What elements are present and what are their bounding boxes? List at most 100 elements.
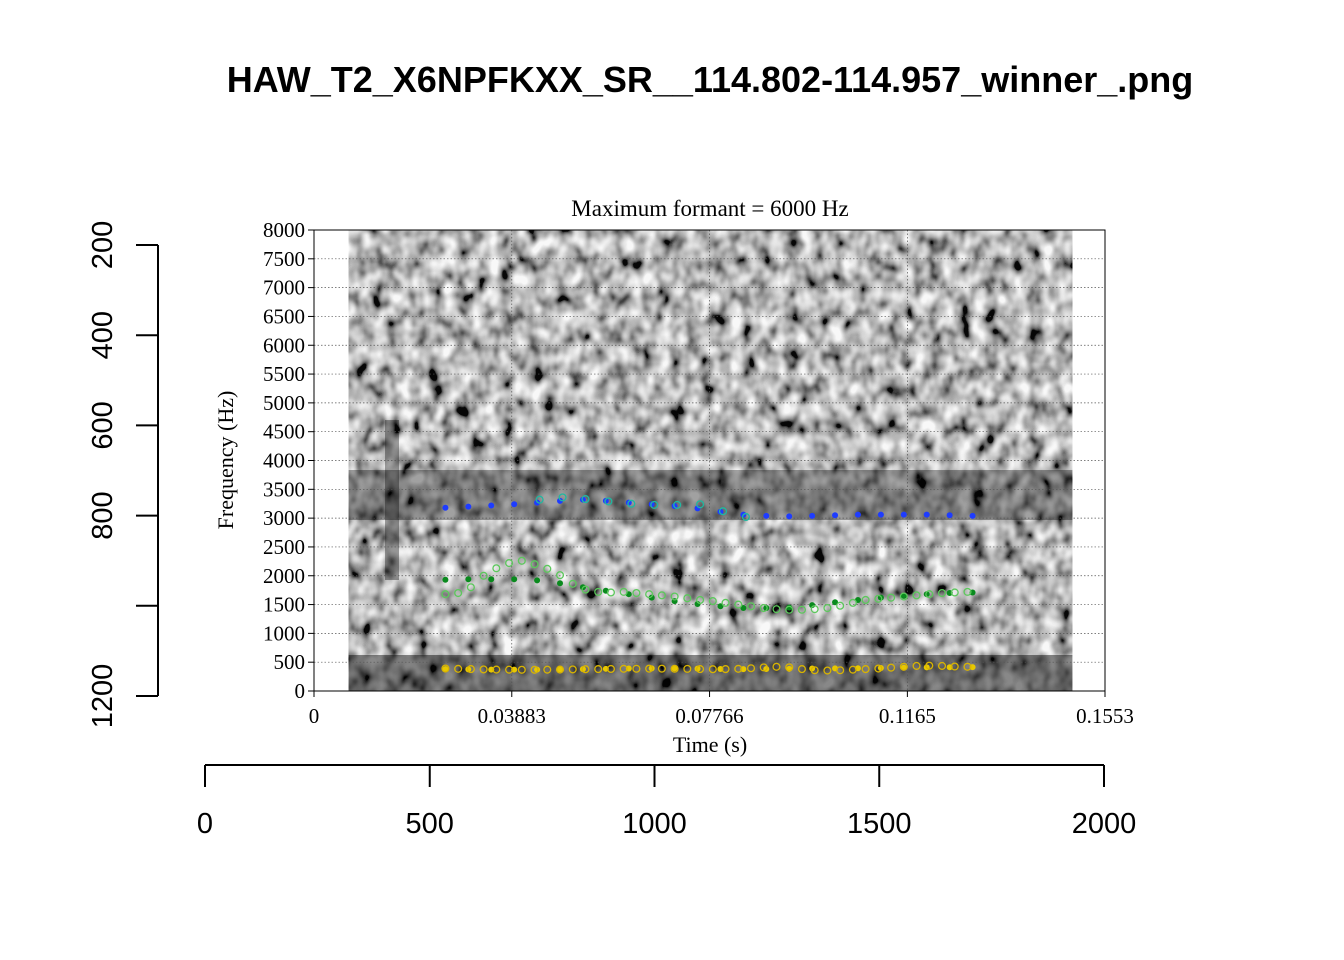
formant-point <box>786 604 793 611</box>
formant-point <box>900 664 907 671</box>
formant-point <box>877 511 884 518</box>
formant-point <box>530 665 539 674</box>
outer-bottom-tick-label: 2000 <box>1072 808 1137 840</box>
y-tick-label: 3500 <box>263 477 305 501</box>
formant-point <box>557 497 564 504</box>
formant-point <box>557 580 564 587</box>
y-tick-label: 6000 <box>263 333 305 357</box>
formant-point <box>568 665 577 674</box>
formant-point <box>579 666 586 673</box>
formant-point <box>492 564 501 573</box>
outer-bottom-tick-label: 500 <box>406 808 454 840</box>
formant-point <box>809 602 816 609</box>
formant-point <box>874 594 883 603</box>
formant-point <box>836 666 845 675</box>
formant-point <box>923 591 930 598</box>
formant-point <box>721 665 730 674</box>
formant-point <box>746 664 756 673</box>
formant-series-6 <box>441 661 972 675</box>
formant-point <box>645 664 654 673</box>
y-tick-label: 5500 <box>263 362 305 386</box>
formant-point <box>673 500 682 509</box>
spectrogram-chart: Maximum formant = 6000 Hz Time (s) Frequ… <box>213 196 1134 757</box>
x-tick-label: 0.07766 <box>675 704 743 728</box>
formant-point <box>708 597 717 606</box>
y-tick-label: 6500 <box>263 304 305 328</box>
formant-point <box>694 505 701 512</box>
y-tick-label: 4500 <box>263 420 305 444</box>
x-tick-label: 0.03883 <box>478 704 546 728</box>
outer-left-tick-label: 600 <box>87 401 119 449</box>
outer-bottom-tick-label: 1500 <box>847 808 912 840</box>
formant-point <box>505 559 514 568</box>
formant-point <box>887 663 896 672</box>
outer-bottom-tick-label: 0 <box>197 808 213 840</box>
formant-point <box>912 661 921 670</box>
formant-point <box>555 665 565 674</box>
formant-point <box>900 511 907 518</box>
formant-point <box>606 588 615 597</box>
formant-point <box>900 592 907 599</box>
formant-point <box>557 666 564 673</box>
figure-title: HAW_T2_X6NPFKXX_SR__114.802-114.957_winn… <box>227 59 1193 100</box>
formant-series-1 <box>442 496 976 520</box>
formant-point <box>696 665 705 674</box>
formant-point <box>694 600 701 607</box>
formant-point <box>963 662 972 671</box>
formant-point <box>797 665 806 674</box>
formant-point <box>810 605 819 614</box>
formant-point <box>488 576 495 583</box>
formant-point <box>763 605 770 612</box>
formant-point <box>854 511 861 518</box>
formant-series-4 <box>441 556 972 614</box>
y-tick-label: 0 <box>295 679 306 703</box>
formant-point <box>874 664 883 673</box>
formant-point <box>746 602 756 611</box>
outer-left-axis: 200 400 600 800 1200 <box>87 221 159 728</box>
formant-point <box>442 576 449 583</box>
outer-left-tick-label: 800 <box>87 491 119 539</box>
formant-point <box>670 664 679 673</box>
formant-point <box>511 501 518 508</box>
y-tick-label: 2000 <box>263 564 305 588</box>
formant-point <box>696 500 705 509</box>
formant-point <box>848 665 857 674</box>
formant-point <box>734 664 743 673</box>
formant-point <box>479 665 488 674</box>
formant-point <box>441 664 450 673</box>
formant-point <box>648 594 655 601</box>
formant-point <box>785 663 794 672</box>
formant-point <box>632 588 641 598</box>
x-tick-label: 0.1553 <box>1076 704 1134 728</box>
formant-point <box>721 598 730 607</box>
formant-point <box>785 605 794 614</box>
formant-point <box>534 666 541 673</box>
formant-point <box>479 571 488 580</box>
formant-point <box>648 665 655 672</box>
formant-point <box>511 576 518 583</box>
x-axis-label: Time (s) <box>673 732 747 757</box>
formant-point <box>740 605 747 612</box>
y-tick-label: 1000 <box>263 621 305 645</box>
formant-point <box>759 603 768 613</box>
formant-point <box>530 560 539 569</box>
formant-point <box>848 598 857 607</box>
formant-point <box>877 664 884 671</box>
formant-point <box>809 512 816 519</box>
formant-tracks <box>441 493 976 675</box>
formant-point <box>832 599 839 606</box>
outer-bottom-tick-label: 1000 <box>622 808 687 840</box>
formant-point <box>670 592 679 601</box>
x-tick-label: 0 <box>309 704 320 728</box>
formant-point <box>581 585 590 594</box>
formant-point <box>946 512 953 519</box>
formant-point <box>505 665 514 674</box>
formant-point <box>810 666 819 675</box>
formant-point <box>861 665 870 674</box>
formant-point <box>836 601 845 610</box>
formant-point <box>648 501 655 508</box>
formant-point <box>734 600 743 609</box>
formant-point <box>963 587 972 596</box>
formant-point <box>717 508 724 515</box>
formant-point <box>602 497 609 504</box>
